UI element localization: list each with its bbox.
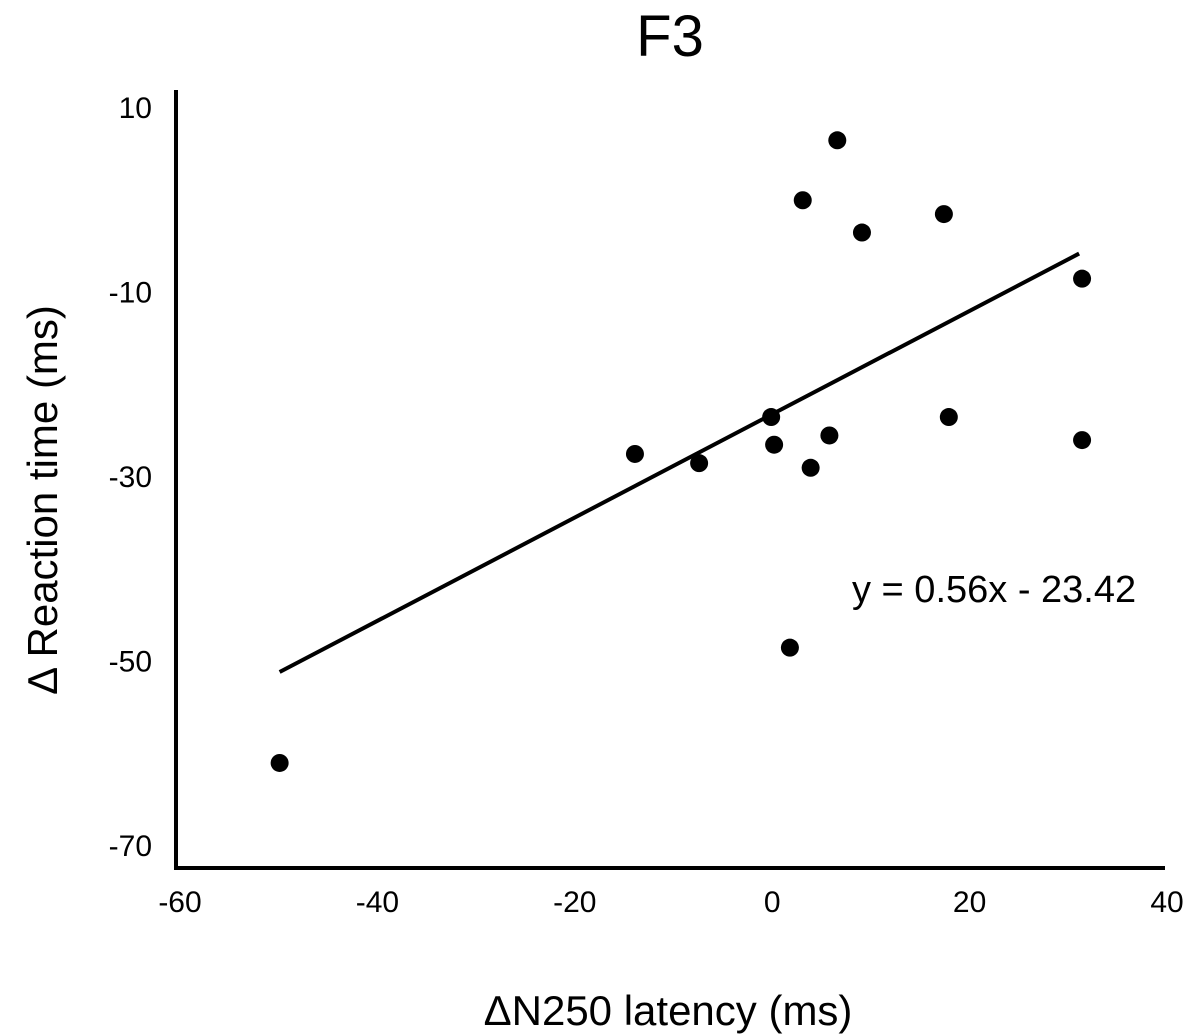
y-tick-label: 10 xyxy=(119,92,152,125)
x-tick-label: -40 xyxy=(356,886,399,919)
y-tick-label: -70 xyxy=(109,830,152,863)
data-point xyxy=(625,444,644,463)
data-point xyxy=(801,458,820,477)
x-tick-label: 0 xyxy=(764,886,781,919)
y-tick-label: -10 xyxy=(109,277,152,310)
data-point xyxy=(780,638,799,657)
data-points xyxy=(270,131,1092,772)
trendline-equation: y = 0.56x - 23.42 xyxy=(852,569,1136,611)
data-point xyxy=(828,131,847,150)
data-point xyxy=(762,408,781,427)
trendline xyxy=(278,251,1081,674)
data-point xyxy=(793,191,812,210)
data-point xyxy=(1073,431,1092,450)
data-point xyxy=(1073,269,1092,288)
data-point xyxy=(690,454,709,473)
data-point xyxy=(820,426,839,445)
x-tick-label: 20 xyxy=(953,886,986,919)
y-tick-labels: 10 -10 -30 -50 -70 xyxy=(109,92,152,863)
x-tick-label: -60 xyxy=(158,886,201,919)
data-point xyxy=(852,223,871,242)
x-tick-label: 40 xyxy=(1150,886,1183,919)
y-axis-title: Δ Reaction time (ms) xyxy=(19,305,66,695)
x-tick-labels: -60 -40 -20 0 20 40 xyxy=(158,886,1183,919)
y-tick-label: -30 xyxy=(109,461,152,494)
data-point xyxy=(270,753,289,772)
data-point xyxy=(934,205,953,224)
chart-title: F3 xyxy=(636,4,704,69)
x-tick-label: -20 xyxy=(553,886,596,919)
axes xyxy=(174,90,1165,870)
data-point xyxy=(765,435,784,454)
data-point xyxy=(939,408,958,427)
x-axis-title: ΔN250 latency (ms) xyxy=(484,987,853,1034)
y-tick-label: -50 xyxy=(109,646,152,679)
